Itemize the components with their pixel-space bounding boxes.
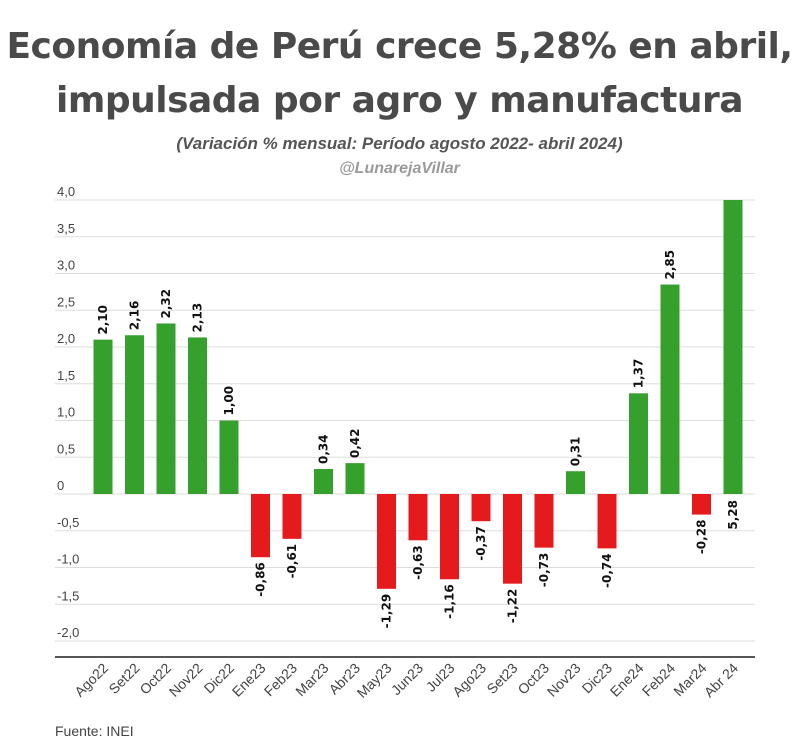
bar (156, 323, 176, 494)
x-tick-label: Ago23 (449, 660, 489, 700)
x-tick-label: Mar23 (292, 660, 332, 700)
y-tick-label: 3,0 (57, 258, 75, 273)
y-tick-label: 2,0 (57, 331, 75, 346)
x-tick-label: Abr 24 (701, 660, 742, 701)
y-tick-label: -0,5 (57, 515, 79, 530)
data-label: -0,37 (474, 526, 488, 561)
bar (440, 494, 459, 580)
bar (660, 284, 680, 494)
x-tick-label: Nov22 (166, 660, 206, 700)
y-tick-label: 3,5 (57, 221, 75, 236)
y-tick-label: 0 (57, 478, 64, 493)
x-tick-label: Ene23 (229, 660, 269, 700)
bar (534, 494, 554, 548)
data-label: -0,63 (411, 545, 425, 580)
data-label: 0,42 (348, 429, 362, 459)
data-label: 5,28 (726, 500, 740, 530)
data-label: 0,31 (569, 437, 583, 467)
bar (377, 494, 396, 589)
data-label: 2,10 (96, 305, 110, 335)
bar (314, 469, 333, 494)
data-label: 2,16 (128, 301, 142, 331)
data-label: 0,34 (317, 434, 331, 464)
x-tick-label: May23 (354, 660, 395, 701)
data-label: -0,61 (285, 544, 299, 579)
bar (723, 200, 743, 494)
y-tick-label: -1,0 (57, 552, 79, 567)
data-labels: 2,10 2,16 2,32 2,13 1,00 -0,86 -0,61 0,34 0,42 -1… (96, 250, 740, 628)
data-label: 1,37 (632, 359, 646, 389)
y-axis-ticks: 4,0 3,5 3,0 2,5 2,0 1,5 1,0 0,5 0 -0,5 -1,0 -1,5 -2,… (57, 184, 79, 640)
chart-subtitle: (Variación % mensual: Período agosto 202… (176, 134, 623, 153)
bar (345, 463, 365, 494)
chart-title-line-2: impulsada por agro y manufactura (55, 80, 744, 121)
x-axis-labels: Ago22Set22Oct22Nov22Dic22Ene23Feb23Mar23… (71, 660, 741, 701)
bar (282, 494, 302, 539)
x-tick-label: Feb23 (261, 660, 301, 700)
data-label: -1,16 (443, 584, 457, 619)
y-tick-label: 2,5 (57, 294, 75, 309)
data-label: 2,32 (159, 289, 173, 319)
y-tick-label: -1,5 (57, 588, 79, 603)
data-label: -0,74 (600, 553, 614, 588)
bar (125, 335, 144, 494)
bar (219, 420, 239, 494)
x-tick-label: Set23 (483, 660, 520, 697)
data-label: -1,22 (506, 589, 520, 624)
data-label: -1,29 (380, 594, 394, 629)
bar (93, 339, 113, 494)
bar (471, 494, 491, 522)
data-label: -0,86 (254, 562, 268, 597)
data-label: 1,00 (222, 386, 236, 416)
source-note: Fuente: INEI (55, 723, 134, 739)
x-tick-label: Jun23 (388, 660, 426, 698)
x-tick-label: Nov23 (544, 660, 584, 700)
y-tick-label: 4,0 (57, 184, 75, 199)
author-handle: @LunarejaVillar (339, 160, 460, 177)
bars (93, 200, 743, 589)
bar (629, 393, 648, 494)
x-tick-label: Ago22 (71, 660, 111, 700)
chart-title-line-1: Economía de Perú crece 5,28% en abril, (6, 26, 793, 67)
y-tick-label: 1,0 (57, 405, 75, 420)
data-label: -0,73 (537, 553, 551, 588)
x-tick-label: Feb24 (639, 660, 679, 700)
bar (408, 494, 428, 541)
bar (597, 494, 617, 549)
y-tick-label: 1,5 (57, 368, 75, 383)
bar (188, 337, 207, 494)
y-tick-label: 0,5 (57, 441, 75, 456)
bar (692, 494, 711, 515)
y-tick-label: -2,0 (57, 625, 79, 640)
x-tick-label: Ene24 (607, 660, 647, 700)
data-label: -0,28 (695, 520, 709, 555)
bar (503, 494, 522, 584)
x-tick-label: Set22 (105, 660, 142, 697)
data-label: 2,85 (663, 250, 677, 280)
bar (251, 494, 270, 558)
data-label: 2,13 (191, 303, 205, 333)
bar (566, 471, 585, 494)
